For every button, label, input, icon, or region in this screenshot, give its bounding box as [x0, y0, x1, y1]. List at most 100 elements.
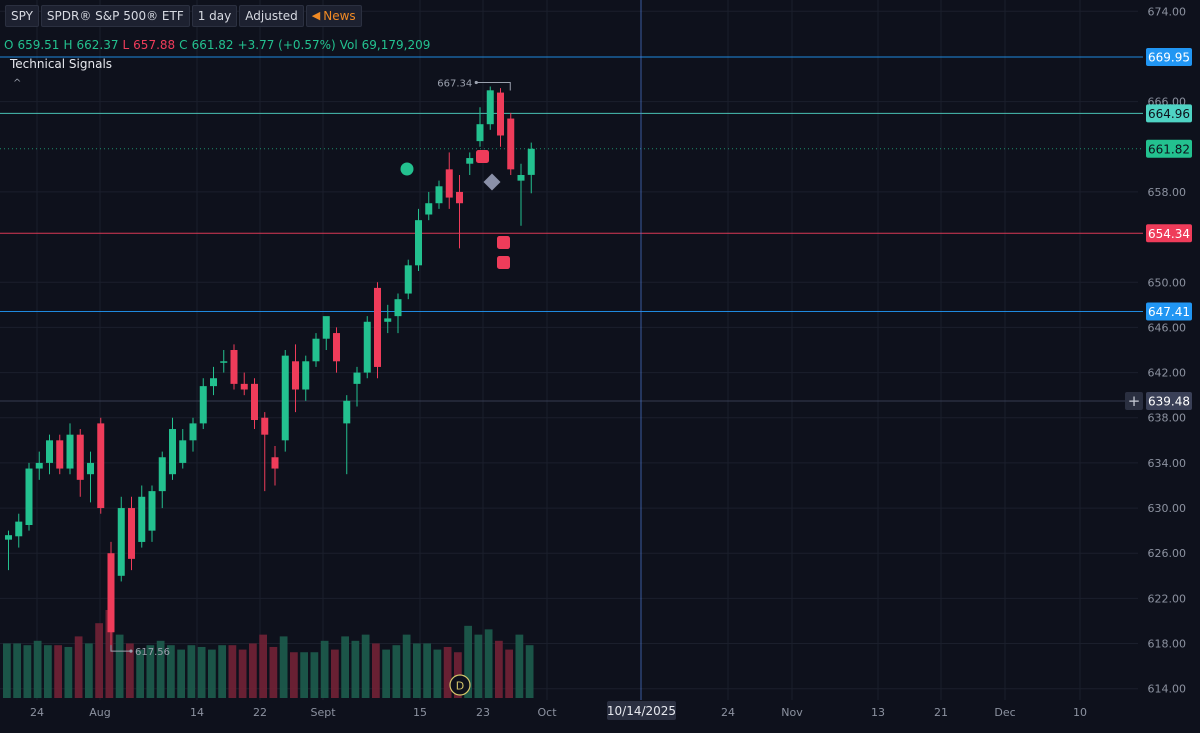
volume-bar [95, 623, 103, 698]
price-tag-label: 654.34 [1148, 227, 1190, 241]
volume-bar [218, 645, 226, 698]
volume-bar [372, 643, 380, 698]
low-label: 617.56 [135, 647, 170, 658]
candle-body [158, 457, 166, 492]
volume-bar [361, 634, 370, 698]
volume-bar [85, 643, 93, 698]
candle-body [46, 440, 53, 463]
collapse-chevron-icon[interactable]: ^ [13, 78, 22, 89]
volume-bar [238, 649, 247, 698]
technical-signals-title[interactable]: Technical Signals [10, 57, 113, 71]
x-tick-label: 21 [934, 706, 948, 719]
add-alert-button [1125, 392, 1143, 411]
x-tick-label: Oct [537, 706, 557, 719]
candle-body [435, 186, 443, 204]
candle-body [302, 361, 310, 390]
volume-bar [156, 640, 165, 698]
price-tag-bg [1146, 392, 1192, 411]
x-tick-label: 13 [871, 706, 885, 719]
price-tag-bg [1146, 139, 1192, 158]
volume-bar [228, 645, 237, 698]
adjusted-button[interactable]: Adjusted [239, 5, 304, 27]
candle-body [384, 318, 392, 322]
volume-bar [351, 640, 360, 698]
candle-body [66, 434, 74, 469]
candle-body [251, 383, 258, 420]
low-value: 657.88 [133, 38, 176, 52]
volume-bar [33, 640, 42, 698]
interval-button[interactable]: 1 day [191, 5, 238, 27]
volume-bar [146, 645, 155, 698]
high-label: 667.34 [437, 78, 472, 89]
candle-body [35, 462, 43, 469]
candle-body [445, 169, 453, 198]
price-tag-bg [1146, 302, 1192, 321]
symbol-button[interactable]: SPY [5, 5, 39, 27]
candle-body [343, 400, 351, 424]
candle-body [199, 386, 207, 424]
volume-bar [105, 610, 114, 698]
bearish-signal-square [497, 256, 510, 269]
candle-body [230, 350, 238, 384]
high-value: 662.37 [76, 38, 119, 52]
candle-body [466, 158, 474, 164]
volume-bar [3, 643, 11, 698]
y-tick-label: 626.00 [1148, 547, 1187, 560]
volume-bar [279, 636, 288, 698]
candle-body [353, 372, 361, 384]
candle-body [56, 440, 64, 469]
y-tick-label: 650.00 [1148, 276, 1187, 289]
volume-bar [136, 649, 144, 698]
x-tick-label: Dec [994, 706, 1015, 719]
volume-bar [484, 629, 493, 698]
volume-label: Vol [339, 38, 358, 52]
candle-body [322, 316, 330, 339]
change-value: +3.77 (+0.57%) [237, 38, 336, 52]
crosshair-date-label: 10/14/2025 [607, 704, 676, 718]
candle-body [179, 440, 187, 463]
candle-body [425, 203, 433, 215]
candle-body [128, 508, 135, 559]
candle-body [415, 220, 422, 266]
x-tick-label: 23 [476, 706, 490, 719]
volume-bar [269, 646, 278, 698]
volume-bar [13, 643, 21, 698]
x-tick-label: 10 [1073, 706, 1087, 719]
x-tick-label: 24 [30, 706, 44, 719]
volume-bar [23, 645, 32, 698]
symbol-name-button[interactable]: SPDR® S&P 500® ETF [40, 5, 190, 27]
x-tick-label: 24 [721, 706, 735, 719]
candle-body [220, 361, 228, 363]
candle-body [363, 321, 371, 373]
close-value: 661.82 [191, 38, 234, 52]
y-tick-label: 674.00 [1148, 5, 1187, 18]
y-tick-label: 658.00 [1148, 186, 1187, 199]
y-tick-label: 614.00 [1148, 683, 1187, 696]
volume-bar [433, 649, 442, 698]
price-tag-bg [1146, 48, 1192, 67]
news-button[interactable]: ◀ News [305, 5, 362, 27]
event-marker-label: D [456, 680, 464, 693]
volume-bar [259, 634, 267, 698]
event-marker-circle [449, 674, 471, 696]
candle-body [97, 423, 105, 509]
candle-body [87, 462, 94, 475]
volume-bar [208, 649, 216, 698]
neutral-signal-diamond [483, 173, 501, 191]
bearish-signal-square [497, 236, 510, 249]
close-label: C [179, 38, 188, 52]
candle-body [476, 124, 484, 142]
volume-bar [525, 645, 534, 698]
volume-bar [167, 645, 175, 698]
candle-body [333, 333, 340, 362]
volume-bar [310, 652, 319, 698]
candle-body [292, 361, 299, 390]
candle-body [189, 423, 197, 441]
candle-body [117, 508, 125, 576]
candle-body [486, 90, 494, 125]
candle-body [25, 468, 33, 525]
symbol-toolbar: SPY SPDR® S&P 500® ETF 1 day Adjusted ◀ … [5, 5, 362, 27]
price-tag-label: 661.82 [1148, 142, 1190, 156]
